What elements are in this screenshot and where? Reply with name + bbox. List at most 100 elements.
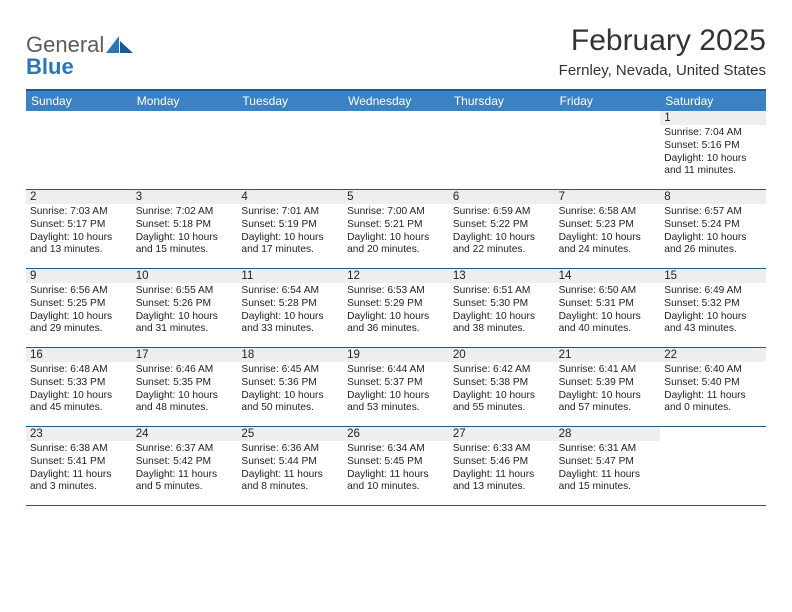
day-details: Sunrise: 6:59 AMSunset: 5:22 PMDaylight:… [453,206,551,257]
day-number: 17 [132,348,238,362]
day-number: 10 [132,269,238,283]
day-details: Sunrise: 6:57 AMSunset: 5:24 PMDaylight:… [664,206,762,257]
day-details: Sunrise: 6:51 AMSunset: 5:30 PMDaylight:… [453,285,551,336]
sunset-line: Sunset: 5:26 PM [136,298,234,311]
calendar-body: 1Sunrise: 7:04 AMSunset: 5:16 PMDaylight… [26,111,766,506]
daylight-line: Daylight: 11 hours and 15 minutes. [559,469,657,495]
calendar-day: 17 Sunrise: 6:46 AMSunset: 5:35 PMDayligh… [132,348,238,426]
sunrise-line: Sunrise: 6:54 AM [241,285,339,298]
sunrise-line: Sunrise: 6:31 AM [559,443,657,456]
calendar-day [555,111,661,189]
day-details: Sunrise: 7:03 AMSunset: 5:17 PMDaylight:… [30,206,128,257]
calendar-day: 11Sunrise: 6:54 AMSunset: 5:28 PMDayligh… [237,269,343,347]
calendar-day: 22Sunrise: 6:40 AMSunset: 5:40 PMDayligh… [660,348,766,426]
sunrise-line: Sunrise: 6:56 AM [30,285,128,298]
calendar-day: 12Sunrise: 6:53 AMSunset: 5:29 PMDayligh… [343,269,449,347]
daylight-line: Daylight: 11 hours and 0 minutes. [664,390,762,416]
day-number: 26 [343,427,449,441]
brand-name-part2: Blue [26,54,74,79]
weekday-header: Saturday [660,91,766,111]
calendar-day: 20Sunrise: 6:42 AMSunset: 5:38 PMDayligh… [449,348,555,426]
daylight-line: Daylight: 10 hours and 31 minutes. [136,311,234,337]
day-number [237,111,343,125]
day-details: Sunrise: 6:45 AMSunset: 5:36 PMDaylight:… [241,364,339,415]
daylight-line: Daylight: 10 hours and 48 minutes. [136,390,234,416]
day-number: 7 [555,190,661,204]
calendar-day: 19Sunrise: 6:44 AMSunset: 5:37 PMDayligh… [343,348,449,426]
calendar-day: 6Sunrise: 6:59 AMSunset: 5:22 PMDaylight… [449,190,555,268]
sunset-line: Sunset: 5:17 PM [30,219,128,232]
sunset-line: Sunset: 5:46 PM [453,456,551,469]
day-details: Sunrise: 6:49 AMSunset: 5:32 PMDaylight:… [664,285,762,336]
daylight-line: Daylight: 10 hours and 17 minutes. [241,232,339,258]
calendar-day: 7 Sunrise: 6:58 AMSunset: 5:23 PMDaylight… [555,190,661,268]
weekday-header: Wednesday [343,91,449,111]
day-details: Sunrise: 6:56 AMSunset: 5:25 PMDaylight:… [30,285,128,336]
sunset-line: Sunset: 5:16 PM [664,140,762,153]
day-number: 1 [660,111,766,125]
calendar-page: General Blue February 2025 Fernley, Neva… [0,0,792,516]
calendar-day [237,111,343,189]
weekday-header: Sunday [26,91,132,111]
day-details: Sunrise: 6:34 AMSunset: 5:45 PMDaylight:… [347,443,445,494]
calendar-day: 5Sunrise: 7:00 AMSunset: 5:21 PMDaylight… [343,190,449,268]
calendar-day [449,111,555,189]
brand-name: General Blue [26,34,104,78]
daylight-line: Daylight: 11 hours and 8 minutes. [241,469,339,495]
day-details: Sunrise: 6:42 AMSunset: 5:38 PMDaylight:… [453,364,551,415]
sunrise-line: Sunrise: 6:53 AM [347,285,445,298]
day-number [449,111,555,125]
day-details: Sunrise: 6:54 AMSunset: 5:28 PMDaylight:… [241,285,339,336]
location: Fernley, Nevada, United States [559,62,766,79]
sunset-line: Sunset: 5:28 PM [241,298,339,311]
sunrise-line: Sunrise: 6:40 AM [664,364,762,377]
calendar-day: 18 Sunrise: 6:45 AMSunset: 5:36 PMDayligh… [237,348,343,426]
calendar-week: 23Sunrise: 6:38 AMSunset: 5:41 PMDayligh… [26,427,766,506]
daylight-line: Daylight: 10 hours and 55 minutes. [453,390,551,416]
sunrise-line: Sunrise: 6:38 AM [30,443,128,456]
calendar-week: 9Sunrise: 6:56 AMSunset: 5:25 PMDaylight… [26,269,766,348]
daylight-line: Daylight: 11 hours and 5 minutes. [136,469,234,495]
day-details: Sunrise: 6:33 AMSunset: 5:46 PMDaylight:… [453,443,551,494]
day-number [132,111,238,125]
sunrise-line: Sunrise: 6:46 AM [136,364,234,377]
daylight-line: Daylight: 10 hours and 33 minutes. [241,311,339,337]
sunset-line: Sunset: 5:40 PM [664,377,762,390]
day-details: Sunrise: 6:50 AMSunset: 5:31 PMDaylight:… [559,285,657,336]
sunset-line: Sunset: 5:29 PM [347,298,445,311]
day-details: Sunrise: 6:46 AMSunset: 5:35 PMDaylight:… [136,364,234,415]
day-number: 25 [237,427,343,441]
sunset-line: Sunset: 5:35 PM [136,377,234,390]
sunrise-line: Sunrise: 7:03 AM [30,206,128,219]
sunset-line: Sunset: 5:47 PM [559,456,657,469]
day-details: Sunrise: 6:44 AMSunset: 5:37 PMDaylight:… [347,364,445,415]
day-number: 13 [449,269,555,283]
sunrise-line: Sunrise: 6:36 AM [241,443,339,456]
calendar-day: 15Sunrise: 6:49 AMSunset: 5:32 PMDayligh… [660,269,766,347]
sunrise-line: Sunrise: 6:45 AM [241,364,339,377]
day-details: Sunrise: 7:04 AMSunset: 5:16 PMDaylight:… [664,127,762,178]
sunrise-line: Sunrise: 7:01 AM [241,206,339,219]
day-number: 3 [132,190,238,204]
day-details: Sunrise: 6:58 AMSunset: 5:23 PMDaylight:… [559,206,657,257]
day-details: Sunrise: 6:38 AMSunset: 5:41 PMDaylight:… [30,443,128,494]
sunrise-line: Sunrise: 6:44 AM [347,364,445,377]
day-number: 28 [555,427,661,441]
sunrise-line: Sunrise: 6:42 AM [453,364,551,377]
sunrise-line: Sunrise: 7:04 AM [664,127,762,140]
calendar-day: 10Sunrise: 6:55 AMSunset: 5:26 PMDayligh… [132,269,238,347]
calendar-day: 14Sunrise: 6:50 AMSunset: 5:31 PMDayligh… [555,269,661,347]
calendar-day: 26 Sunrise: 6:34 AMSunset: 5:45 PMDayligh… [343,427,449,505]
day-details: Sunrise: 6:53 AMSunset: 5:29 PMDaylight:… [347,285,445,336]
sail-icon [106,36,134,54]
sunrise-line: Sunrise: 6:50 AM [559,285,657,298]
daylight-line: Daylight: 10 hours and 15 minutes. [136,232,234,258]
calendar-day: 9Sunrise: 6:56 AMSunset: 5:25 PMDaylight… [26,269,132,347]
day-number: 18 [237,348,343,362]
day-number [660,427,766,441]
day-number: 5 [343,190,449,204]
day-number: 4 [237,190,343,204]
day-number: 27 [449,427,555,441]
sunrise-line: Sunrise: 7:00 AM [347,206,445,219]
sunset-line: Sunset: 5:44 PM [241,456,339,469]
